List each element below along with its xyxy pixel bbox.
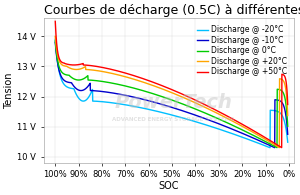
Discharge @ +50°C (239, 122, 242, 125)
Text: ADVANCED ENERGY STORAGE SYSTEMS: ADVANCED ENERGY STORAGE SYSTEMS (112, 117, 235, 122)
Line: Discharge @ 0°C: Discharge @ 0°C (55, 41, 288, 148)
Discharge @ -10°C (213, 121, 217, 123)
Discharge @ -10°C (77, 89, 81, 91)
Discharge @ -20°C (77, 97, 81, 100)
Discharge @ 0°C (53, 40, 57, 42)
Discharge @ +20°C (213, 111, 217, 113)
Line: Discharge @ -10°C: Discharge @ -10°C (55, 42, 288, 148)
Discharge @ 0°C (77, 79, 81, 81)
Discharge @ -20°C (268, 146, 272, 149)
Discharge @ +20°C (53, 35, 57, 38)
Discharge @ +50°C (53, 20, 57, 22)
Discharge @ +50°C (148, 80, 151, 82)
Discharge @ 0°C (148, 91, 151, 94)
Discharge @ -10°C (273, 146, 277, 149)
Discharge @ -10°C (156, 102, 159, 104)
Line: Discharge @ +20°C: Discharge @ +20°C (55, 36, 288, 148)
Discharge @ +50°C (213, 108, 217, 111)
Discharge @ -10°C (286, 133, 290, 136)
Discharge @ -20°C (156, 110, 159, 113)
Y-axis label: Tension: Tension (4, 72, 14, 109)
Discharge @ +20°C (286, 114, 290, 117)
Discharge @ 0°C (213, 116, 217, 118)
Discharge @ -20°C (235, 134, 238, 136)
Discharge @ +20°C (77, 68, 81, 70)
Discharge @ +20°C (235, 122, 238, 124)
Discharge @ 0°C (239, 128, 242, 130)
Discharge @ +50°C (286, 103, 290, 106)
Discharge @ +20°C (148, 83, 151, 85)
X-axis label: SOC: SOC (158, 181, 179, 191)
Legend: Discharge @ -20°C, Discharge @ -10°C, Discharge @ 0°C, Discharge @ +20°C, Discha: Discharge @ -20°C, Discharge @ -10°C, Di… (194, 22, 290, 79)
Discharge @ 0°C (156, 94, 159, 96)
Discharge @ +50°C (77, 63, 81, 66)
Discharge @ -20°C (213, 127, 217, 129)
Line: Discharge @ +50°C: Discharge @ +50°C (55, 21, 288, 148)
Discharge @ +50°C (280, 146, 284, 149)
Discharge @ 0°C (275, 146, 279, 149)
Discharge @ -20°C (239, 136, 242, 138)
Discharge @ -20°C (148, 108, 151, 111)
Discharge @ +20°C (156, 86, 159, 88)
Discharge @ -10°C (53, 41, 57, 43)
Discharge @ +20°C (239, 124, 242, 127)
Discharge @ +20°C (278, 146, 281, 149)
Line: Discharge @ -20°C: Discharge @ -20°C (55, 39, 288, 148)
Discharge @ -10°C (239, 131, 242, 134)
Discharge @ 0°C (286, 125, 290, 127)
Text: PowerTech: PowerTech (115, 93, 232, 112)
Discharge @ 0°C (235, 126, 238, 128)
Discharge @ -10°C (235, 130, 238, 132)
Discharge @ +50°C (156, 83, 159, 85)
Discharge @ -10°C (148, 100, 151, 102)
Discharge @ -20°C (286, 141, 290, 143)
Text: Courbes de décharge (0.5C) à différentes températures: Courbes de décharge (0.5C) à différentes… (44, 4, 300, 17)
Discharge @ -20°C (53, 38, 57, 41)
Discharge @ +50°C (235, 120, 238, 122)
